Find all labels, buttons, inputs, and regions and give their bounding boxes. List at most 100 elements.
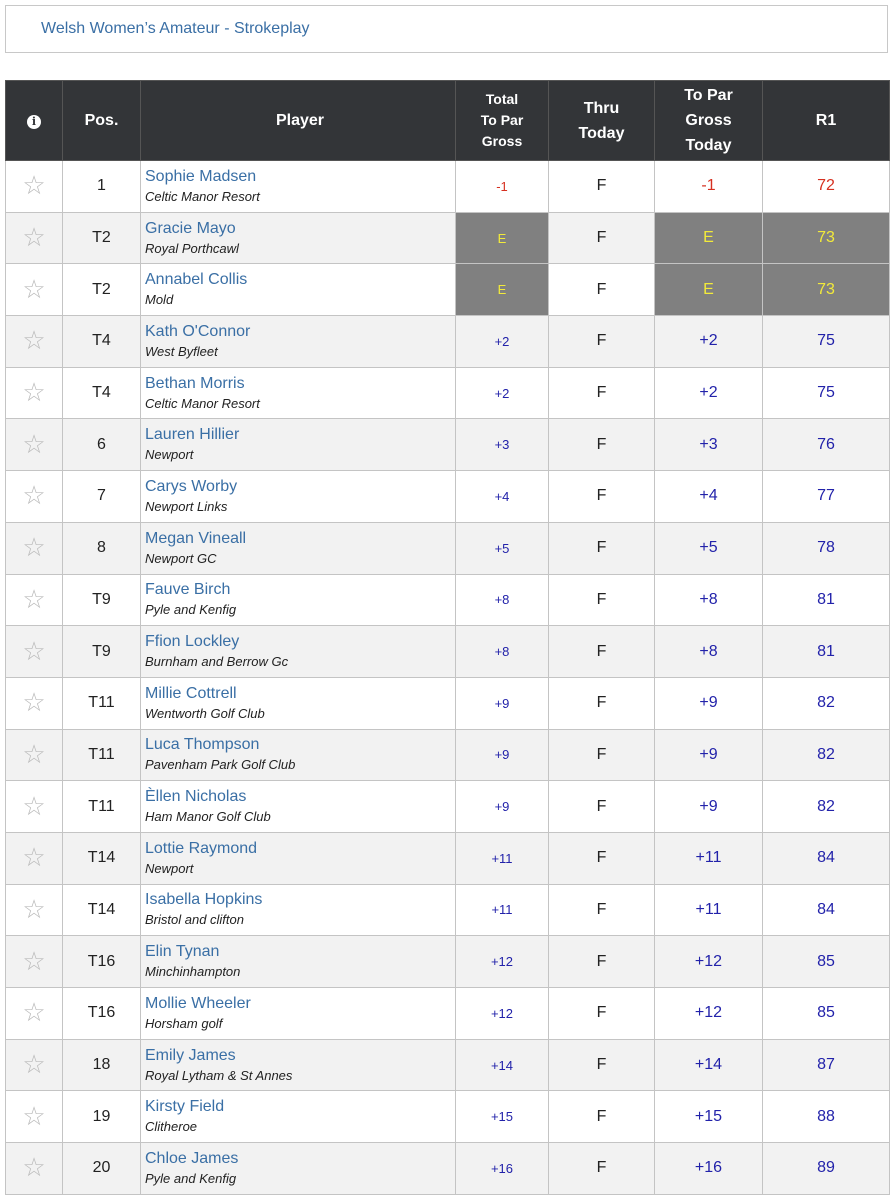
- player-name-link[interactable]: Millie Cottrell: [145, 684, 237, 702]
- favorite-cell[interactable]: ☆: [5, 470, 63, 523]
- star-icon[interactable]: ☆: [22, 378, 46, 409]
- player-name-link[interactable]: Kirsty Field: [145, 1098, 225, 1116]
- table-row[interactable]: ☆ T2 Gracie Mayo Royal Porthcawl E F E 73: [5, 211, 890, 265]
- star-icon[interactable]: ☆: [22, 843, 46, 874]
- player-name-link[interactable]: Ffion Lockley: [145, 633, 240, 651]
- total-to-par-cell: +11: [455, 883, 549, 937]
- player-name-link[interactable]: Lottie Raymond: [145, 839, 258, 857]
- player-header[interactable]: Player: [140, 80, 456, 161]
- favorite-cell[interactable]: ☆: [5, 625, 63, 678]
- to-par-today-cell: +8: [654, 573, 763, 627]
- favorite-cell[interactable]: ☆: [5, 780, 63, 833]
- star-icon[interactable]: ☆: [22, 429, 46, 460]
- player-name-link[interactable]: Èllen Nicholas: [145, 788, 247, 806]
- table-row[interactable]: ☆ 20 Chloe James Pyle and Kenfig +16 F +16 89: [5, 1142, 890, 1195]
- table-row[interactable]: ☆ 19 Kirsty Field Clitheroe +15 F +15 88: [5, 1090, 890, 1144]
- favorite-cell[interactable]: ☆: [5, 728, 63, 782]
- page-title[interactable]: Welsh Women’s Amateur - Strokeplay: [41, 20, 310, 37]
- star-icon[interactable]: ☆: [22, 533, 46, 564]
- table-row[interactable]: ☆ T2 Annabel Collis Mold E F E 73: [5, 263, 890, 317]
- player-name-link[interactable]: Elin Tynan: [145, 943, 220, 961]
- star-icon[interactable]: ☆: [22, 481, 46, 512]
- player-name-link[interactable]: Isabella Hopkins: [145, 891, 263, 909]
- total-to-par-cell: +2: [455, 366, 549, 420]
- info-icon[interactable]: i: [27, 114, 41, 129]
- table-row[interactable]: ☆ T16 Elin Tynan Minchinhampton +12 F +12 85: [5, 935, 890, 988]
- favorite-cell[interactable]: ☆: [5, 366, 63, 420]
- table-row[interactable]: ☆ T9 Ffion Lockley Burnham and Berrow Gc +8 F…: [5, 625, 890, 678]
- topar-header-line2: Gross: [685, 112, 732, 129]
- player-name-link[interactable]: Emily James: [145, 1046, 236, 1064]
- star-icon[interactable]: ☆: [22, 223, 46, 254]
- star-icon[interactable]: ☆: [22, 998, 46, 1029]
- favorite-cell[interactable]: ☆: [5, 1090, 63, 1144]
- star-icon[interactable]: ☆: [22, 584, 46, 615]
- position-cell: T9: [62, 573, 141, 627]
- table-row[interactable]: ☆ 18 Emily James Royal Lytham & St Annes +14…: [5, 1038, 890, 1092]
- favorite-cell[interactable]: ☆: [5, 1038, 63, 1092]
- table-row[interactable]: ☆ 1 Sophie Madsen Celtic Manor Resort -1 F -1 7…: [5, 160, 890, 213]
- star-icon[interactable]: ☆: [22, 739, 46, 770]
- info-header[interactable]: i: [5, 80, 63, 161]
- position-cell: T16: [62, 935, 141, 988]
- table-row[interactable]: ☆ 6 Lauren Hillier Newport +3 F +3 76: [5, 418, 890, 472]
- player-cell: Kath O'Connor West Byfleet: [140, 315, 456, 368]
- table-row[interactable]: ☆ T14 Isabella Hopkins Bristol and clifton +…: [5, 883, 890, 937]
- table-row[interactable]: ☆ T11 Luca Thompson Pavenham Park Golf Club…: [5, 728, 890, 782]
- table-row[interactable]: ☆ T4 Kath O'Connor West Byfleet +2 F +2 75: [5, 315, 890, 368]
- table-row[interactable]: ☆ 8 Megan Vineall Newport GC +5 F +5 78: [5, 521, 890, 575]
- table-row[interactable]: ☆ T11 Millie Cottrell Wentworth Golf Club +9…: [5, 676, 890, 730]
- to-par-today-cell: E: [654, 211, 763, 265]
- pos-header[interactable]: Pos.: [62, 80, 141, 161]
- player-name-link[interactable]: Fauve Birch: [145, 581, 231, 599]
- player-name-link[interactable]: Chloe James: [145, 1149, 239, 1167]
- player-name-link[interactable]: Megan Vineall: [145, 529, 247, 547]
- favorite-cell[interactable]: ☆: [5, 987, 63, 1040]
- star-icon[interactable]: ☆: [22, 326, 46, 357]
- player-name-link[interactable]: Carys Worby: [145, 477, 238, 495]
- r1-score-cell: 84: [762, 883, 890, 937]
- star-icon[interactable]: ☆: [22, 688, 46, 719]
- table-row[interactable]: ☆ T4 Bethan Morris Celtic Manor Resort +2 F +2…: [5, 366, 890, 420]
- table-row[interactable]: ☆ T16 Mollie Wheeler Horsham golf +12 F +12 85: [5, 987, 890, 1040]
- table-row[interactable]: ☆ 7 Carys Worby Newport Links +4 F +4 77: [5, 470, 890, 523]
- star-icon[interactable]: ☆: [22, 171, 46, 202]
- favorite-cell[interactable]: ☆: [5, 883, 63, 937]
- favorite-cell[interactable]: ☆: [5, 676, 63, 730]
- star-icon[interactable]: ☆: [22, 946, 46, 977]
- favorite-cell[interactable]: ☆: [5, 831, 63, 885]
- thru-today-header[interactable]: Thru Today: [548, 80, 655, 161]
- player-name-link[interactable]: Sophie Madsen: [145, 167, 257, 185]
- player-name-link[interactable]: Bethan Morris: [145, 374, 245, 392]
- player-name-link[interactable]: Annabel Collis: [145, 271, 248, 289]
- favorite-cell[interactable]: ☆: [5, 935, 63, 988]
- position-cell: T4: [62, 366, 141, 420]
- favorite-cell[interactable]: ☆: [5, 160, 63, 213]
- to-par-today-header[interactable]: To Par Gross Today: [654, 80, 763, 161]
- star-icon[interactable]: ☆: [22, 1050, 46, 1081]
- table-row[interactable]: ☆ T9 Fauve Birch Pyle and Kenfig +8 F +8 81: [5, 573, 890, 627]
- favorite-cell[interactable]: ☆: [5, 1142, 63, 1195]
- favorite-cell[interactable]: ☆: [5, 573, 63, 627]
- favorite-cell[interactable]: ☆: [5, 211, 63, 265]
- star-icon[interactable]: ☆: [22, 636, 46, 667]
- star-icon[interactable]: ☆: [22, 1153, 46, 1184]
- table-row[interactable]: ☆ T11 Èllen Nicholas Ham Manor Golf Club +9 F…: [5, 780, 890, 833]
- star-icon[interactable]: ☆: [22, 791, 46, 822]
- player-name-link[interactable]: Gracie Mayo: [145, 219, 236, 237]
- star-icon[interactable]: ☆: [22, 1101, 46, 1132]
- favorite-cell[interactable]: ☆: [5, 418, 63, 472]
- table-row[interactable]: ☆ T14 Lottie Raymond Newport +11 F +11 84: [5, 831, 890, 885]
- player-name-link[interactable]: Luca Thompson: [145, 736, 260, 754]
- star-icon[interactable]: ☆: [22, 274, 46, 305]
- to-par-today-cell: +12: [654, 987, 763, 1040]
- favorite-cell[interactable]: ☆: [5, 315, 63, 368]
- total-to-par-header[interactable]: Total To Par Gross: [455, 80, 549, 161]
- favorite-cell[interactable]: ☆: [5, 263, 63, 317]
- player-name-link[interactable]: Kath O'Connor: [145, 322, 251, 340]
- favorite-cell[interactable]: ☆: [5, 521, 63, 575]
- star-icon[interactable]: ☆: [22, 894, 46, 925]
- r1-header[interactable]: R1: [762, 80, 890, 161]
- player-name-link[interactable]: Lauren Hillier: [145, 426, 240, 444]
- player-name-link[interactable]: Mollie Wheeler: [145, 994, 251, 1012]
